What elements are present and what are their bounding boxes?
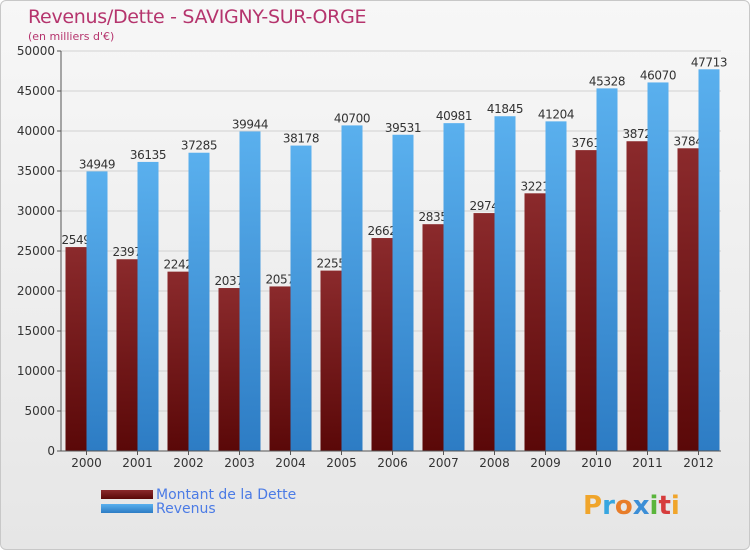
bar-label-revenue: 45328	[589, 74, 625, 88]
bar-debt	[167, 271, 189, 451]
logo-letter: i	[670, 491, 680, 521]
bar-label-revenue: 37285	[181, 139, 217, 153]
y-tick-label: 0	[47, 444, 55, 458]
bar-label-debt: 3784	[674, 134, 703, 148]
logo-letter: i	[649, 491, 659, 521]
bar-label-revenue: 40700	[334, 111, 370, 125]
x-tick-label: 2009	[530, 456, 561, 470]
bars: 2549 34949 2397 36135 2242 37285 2037 39944 2057…	[62, 55, 727, 452]
bar-label-revenue: 41204	[538, 107, 574, 121]
logo-letter: x	[632, 491, 650, 521]
bar-debt	[575, 150, 597, 451]
y-tick-label: 5000	[24, 404, 55, 418]
bar-debt	[371, 238, 393, 451]
bar-label-debt: 2255	[317, 257, 346, 271]
y-tick-label: 15000	[17, 324, 55, 338]
proxiti-logo: Proxiti	[583, 491, 680, 521]
logo-letter: r	[602, 491, 615, 521]
x-tick-label: 2001	[122, 456, 153, 470]
legend-swatch-revenue	[101, 504, 153, 513]
bar-label-revenue: 36135	[130, 148, 166, 162]
bar-label-revenue: 46070	[640, 68, 676, 82]
bar-debt	[524, 193, 546, 451]
logo-letter: o	[614, 491, 633, 521]
bar-revenue	[341, 125, 363, 452]
bar-debt	[626, 141, 648, 452]
legend-label-revenue: Revenus	[156, 501, 216, 517]
chart-title: Revenus/Dette - SAVIGNY-SUR-ORGE	[28, 6, 367, 28]
x-tick-label: 2005	[326, 456, 357, 470]
x-tick-label: 2006	[377, 456, 408, 470]
bar-revenue	[137, 161, 159, 452]
bar-debt	[116, 259, 138, 451]
bar-label-revenue: 39531	[385, 121, 421, 135]
bar-label-debt: 3872	[623, 127, 652, 141]
bar-label-debt: 2835	[419, 210, 448, 224]
logo-letter: P	[583, 491, 603, 521]
bar-label-revenue: 41845	[487, 102, 523, 116]
x-tick-label: 2008	[479, 456, 510, 470]
bar-revenue	[545, 121, 567, 452]
bar-revenue	[647, 82, 669, 451]
y-tick-label: 30000	[17, 204, 55, 218]
bar-debt	[269, 286, 291, 451]
bar-debt	[422, 224, 444, 451]
bar-revenue	[86, 171, 108, 451]
bar-label-debt: 2397	[113, 245, 142, 259]
bar-revenue	[188, 152, 210, 451]
bar-debt	[473, 213, 495, 451]
y-axis-ticks: 0 5000 10000 15000 20000 25000 30000 35000 40000…	[17, 44, 61, 458]
bar-label-debt: 2037	[215, 274, 244, 288]
bar-revenue	[239, 131, 261, 451]
bar-revenue	[494, 116, 516, 452]
y-tick-label: 10000	[17, 364, 55, 378]
chart-subtitle: (en milliers d'€)	[28, 30, 115, 43]
x-axis-ticks: 2000 2001 2002 2003 2004 2005 2006 2007 2008 2009…	[71, 451, 714, 470]
bar-label-debt: 2974	[470, 199, 499, 213]
bar-label-debt: 3221	[521, 179, 550, 193]
x-tick-label: 2004	[275, 456, 306, 470]
bar-label-debt: 2242	[164, 258, 193, 272]
legend-swatch-debt	[101, 490, 153, 499]
bar-label-revenue: 47713	[691, 55, 727, 69]
bar-label-debt: 2549	[62, 233, 91, 247]
y-tick-label: 45000	[17, 84, 55, 98]
y-tick-label: 40000	[17, 124, 55, 138]
bar-debt	[218, 288, 240, 451]
bar-label-debt: 2662	[368, 224, 397, 238]
logo-letter: t	[658, 491, 671, 521]
bar-label-debt: 3761	[572, 136, 601, 150]
bar-label-debt: 2057	[266, 272, 295, 286]
bar-debt	[65, 247, 87, 451]
bar-revenue	[596, 88, 618, 451]
y-tick-label: 20000	[17, 284, 55, 298]
bar-label-revenue: 40981	[436, 109, 472, 123]
y-tick-label: 25000	[17, 244, 55, 258]
x-tick-label: 2002	[173, 456, 204, 470]
x-tick-label: 2012	[683, 456, 714, 470]
y-tick-label: 50000	[17, 44, 55, 58]
x-tick-label: 2011	[632, 456, 663, 470]
x-tick-label: 2000	[71, 456, 102, 470]
bar-revenue	[443, 123, 465, 451]
bar-revenue	[392, 134, 414, 451]
bar-label-revenue: 39944	[232, 117, 268, 131]
bar-label-revenue: 34949	[79, 157, 115, 171]
x-tick-label: 2010	[581, 456, 612, 470]
bar-debt	[320, 270, 342, 451]
bar-revenue	[290, 145, 312, 452]
x-tick-label: 2003	[224, 456, 255, 470]
legend-label-debt: Montant de la Dette	[156, 487, 297, 503]
bar-label-revenue: 38178	[283, 132, 319, 146]
y-tick-label: 35000	[17, 164, 55, 178]
x-tick-label: 2007	[428, 456, 459, 470]
bar-debt	[677, 148, 699, 451]
bar-revenue	[698, 69, 720, 452]
